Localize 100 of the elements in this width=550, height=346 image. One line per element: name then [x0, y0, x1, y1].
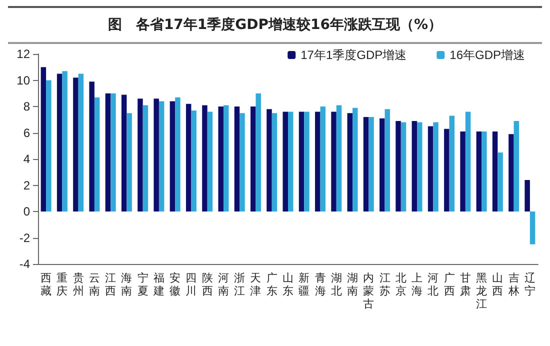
x-tick-label: 山西	[492, 272, 504, 298]
bar	[380, 118, 385, 212]
bar	[444, 128, 450, 212]
x-tick-label: 宁夏	[137, 272, 148, 298]
x-tick-label: 云南	[88, 272, 100, 298]
y-tick-label: 2	[23, 178, 30, 192]
bar	[315, 112, 320, 212]
bar	[154, 98, 159, 212]
x-tick-label: 四川	[186, 272, 197, 298]
bar	[368, 117, 374, 212]
y-tick-label: -4	[19, 257, 30, 271]
y-tick-label: -2	[19, 230, 30, 245]
chart-title: 图 各省17年1季度GDP增速较16年涨跌互现（%）	[8, 6, 542, 44]
x-tick-label: 黑龙江	[476, 272, 488, 310]
bar	[266, 109, 272, 212]
bar	[282, 112, 288, 212]
bar	[498, 152, 503, 212]
bar	[476, 131, 482, 212]
bar	[272, 113, 278, 212]
bar	[336, 105, 342, 212]
x-tick-label: 新疆	[298, 272, 310, 298]
bar	[514, 120, 520, 212]
bar	[234, 106, 240, 212]
bar	[256, 93, 261, 212]
bar	[223, 105, 229, 212]
bar	[347, 113, 353, 212]
bar	[170, 101, 176, 212]
bar	[433, 122, 438, 212]
bar	[126, 113, 132, 212]
bar	[186, 104, 192, 212]
x-tick-label: 山东	[282, 272, 294, 298]
y-tick-label: 8	[23, 100, 30, 114]
bar	[524, 180, 530, 212]
bar	[465, 112, 471, 212]
bar	[492, 131, 498, 212]
x-tick-label: 广西	[444, 272, 455, 298]
bar	[352, 108, 358, 212]
bar	[175, 97, 180, 212]
bar	[449, 116, 455, 212]
bar	[73, 78, 78, 212]
x-tick-label: 江苏	[379, 272, 390, 298]
bar	[78, 74, 84, 212]
legend-label: 17年1季度GDP增速	[300, 48, 407, 62]
y-tick-label: 6	[23, 126, 30, 140]
x-tick-label: 湖北	[330, 272, 342, 298]
x-tick-label: 广东	[266, 272, 278, 298]
x-tick-label: 内蒙古	[363, 272, 374, 310]
bar	[158, 101, 164, 212]
x-tick-label: 青海	[314, 272, 326, 298]
bar	[40, 67, 46, 212]
y-tick-label: 10	[16, 73, 30, 88]
bar	[56, 74, 62, 212]
bar	[89, 82, 94, 212]
x-tick-label: 天津	[250, 272, 262, 298]
x-tick-label: 湖南	[347, 272, 358, 298]
y-tick-label: 4	[23, 152, 30, 166]
bar	[396, 120, 401, 212]
x-tick-label: 海南	[121, 272, 132, 298]
bar	[207, 112, 213, 212]
x-tick-label: 重庆	[56, 272, 68, 298]
bar	[105, 93, 111, 212]
x-tick-label: 河南	[218, 272, 229, 298]
bar	[298, 112, 304, 212]
bar	[110, 93, 116, 212]
legend-label: 16年GDP增速	[450, 48, 526, 62]
bar	[304, 112, 310, 212]
bar	[218, 106, 224, 212]
bar	[460, 131, 466, 212]
x-tick-label: 辽宁	[524, 272, 536, 298]
bar	[400, 122, 406, 212]
x-tick-label: 河北	[428, 272, 439, 298]
x-tick-label: 甘肃	[460, 272, 471, 298]
bar	[320, 106, 326, 212]
bar	[417, 122, 422, 212]
bar	[482, 131, 487, 212]
bar	[250, 106, 256, 212]
x-tick-label: 北京	[395, 272, 406, 298]
y-tick-label: 0	[23, 204, 30, 218]
bar	[508, 134, 514, 212]
x-tick-label: 陕西	[202, 272, 213, 298]
x-tick-label: 上海	[412, 272, 423, 298]
bar	[288, 112, 294, 212]
bar	[142, 105, 148, 212]
x-tick-label: 吉林	[507, 272, 520, 298]
bar	[94, 97, 100, 212]
bar	[121, 94, 127, 212]
x-tick-label: 浙江	[234, 272, 246, 298]
bar	[62, 71, 68, 212]
x-tick-label: 江西	[105, 272, 116, 298]
bar	[412, 120, 418, 212]
bar	[530, 212, 536, 244]
bar	[428, 126, 434, 212]
x-tick-label: 西藏	[40, 272, 52, 298]
x-tick-label: 福建	[152, 272, 164, 298]
x-tick-label: 安徽	[170, 272, 181, 298]
bar	[331, 112, 336, 212]
bar	[240, 113, 245, 212]
bar	[202, 105, 208, 212]
y-tick-label: 12	[16, 47, 30, 61]
bar	[384, 109, 390, 212]
